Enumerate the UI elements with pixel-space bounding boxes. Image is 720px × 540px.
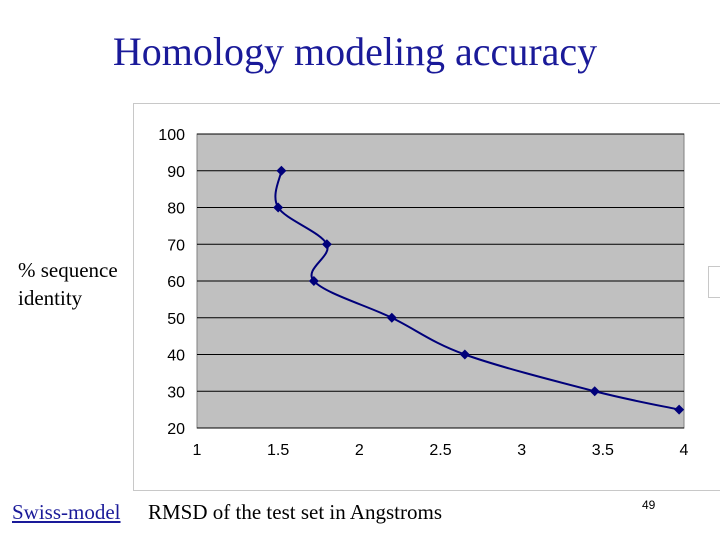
x-tick-label: 3 — [517, 442, 526, 459]
swiss-model-link[interactable]: Swiss-model — [12, 500, 121, 524]
data-point-marker — [321, 239, 332, 250]
y-axis-label: % sequence identity — [18, 256, 118, 312]
slide-title: Homology modeling accuracy — [112, 29, 598, 74]
y-tick-label: 60 — [167, 274, 185, 291]
y-axis-label-line-2: identity — [18, 286, 83, 310]
x-tick-label: 2 — [355, 442, 364, 459]
y-tick-labels: 20 30 40 50 60 70 80 90 100 — [158, 127, 185, 438]
edge-handle — [708, 266, 720, 298]
y-axis-label-line-1: % sequence — [18, 258, 118, 282]
data-point-marker — [674, 404, 685, 415]
x-axis-label: RMSD of the test set in Angstroms — [148, 500, 443, 524]
page-number: 49 — [642, 498, 656, 512]
y-tick-label: 50 — [167, 311, 185, 328]
series-line — [274, 170, 680, 411]
x-tick-label: 1 — [193, 442, 202, 459]
data-point-marker — [276, 165, 287, 176]
x-tick-label: 1.5 — [267, 442, 289, 459]
data-point-marker — [459, 349, 470, 360]
y-tick-label: 100 — [158, 127, 185, 144]
gridlines — [197, 133, 684, 429]
data-point-marker — [273, 202, 284, 213]
x-tick-label: 3.5 — [592, 442, 614, 459]
y-tick-label: 40 — [167, 348, 185, 365]
y-tick-label: 80 — [167, 201, 185, 218]
x-tick-label: 4 — [680, 442, 689, 459]
rmsd-identity-chart: 20 30 40 50 60 70 80 90 100 1 1.5 2 2.5 3 3.5 4 — [158, 127, 689, 459]
x-tick-label: 2.5 — [429, 442, 451, 459]
y-tick-label: 70 — [167, 237, 185, 254]
y-tick-label: 30 — [167, 384, 185, 401]
data-point-marker — [386, 312, 397, 323]
x-tick-labels: 1 1.5 2 2.5 3 3.5 4 — [193, 442, 689, 459]
y-tick-label: 90 — [167, 164, 185, 181]
series-group — [273, 165, 685, 415]
data-point-marker — [308, 276, 319, 286]
y-tick-label: 20 — [167, 421, 185, 438]
chart-container: 20 30 40 50 60 70 80 90 100 1 1.5 2 2.5 3 3.5 4 — [133, 103, 720, 491]
data-point-marker — [589, 386, 600, 397]
